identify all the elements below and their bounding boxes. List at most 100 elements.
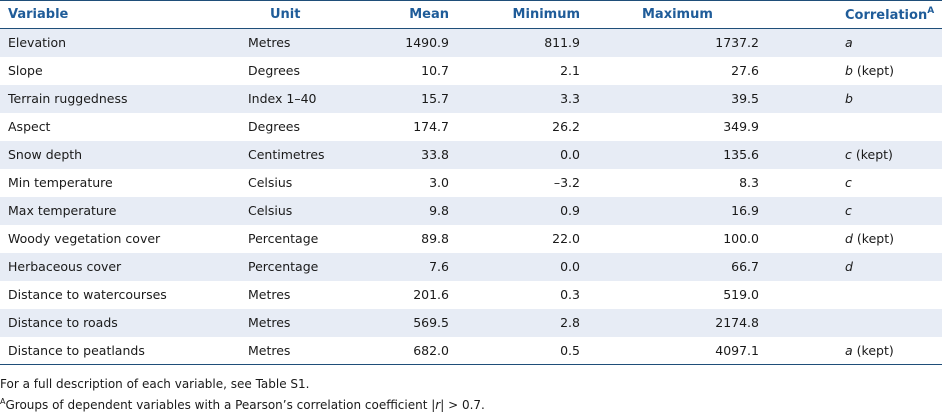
correlation-group-letter: b bbox=[845, 91, 853, 106]
table-row: Max temperature Celsius 9.8 0.9 16.9 c bbox=[0, 196, 942, 225]
table-row: Min temperature Celsius 3.0 –3.2 8.3 c bbox=[0, 168, 942, 197]
cell-minimum: 0.9 bbox=[560, 203, 580, 218]
cell-minimum: 26.2 bbox=[552, 119, 580, 134]
cell-variable: Snow depth bbox=[8, 147, 83, 162]
cell-variable: Elevation bbox=[8, 35, 67, 51]
cell-correlation: b bbox=[789, 85, 942, 113]
table-body: Elevation Metres 1490.9 811.9 1737.2 a Slope De… bbox=[0, 28, 942, 365]
cell-maximum: 4097.1 bbox=[715, 342, 759, 358]
cell-unit: Metres bbox=[248, 287, 291, 302]
table-header: Variable Unit Mean Minimum Maximum Corre… bbox=[0, 0, 942, 29]
correlation-kept-note: (kept) bbox=[852, 63, 894, 78]
cell-variable: Slope bbox=[8, 63, 43, 78]
cell-minimum: 22.0 bbox=[552, 231, 580, 246]
cell-variable: Herbaceous cover bbox=[8, 259, 122, 274]
cell-minimum: 2.8 bbox=[560, 315, 580, 330]
cell-unit: Metres bbox=[248, 342, 291, 358]
header-minimum: Minimum bbox=[512, 7, 580, 22]
cell-correlation: c bbox=[789, 169, 942, 197]
cell-maximum: 39.5 bbox=[731, 91, 759, 106]
cell-minimum: 0.0 bbox=[560, 259, 580, 274]
correlation-group-letter: b bbox=[845, 63, 853, 78]
correlation-group-letter: d bbox=[845, 231, 853, 246]
header-unit: Unit bbox=[270, 7, 301, 22]
footnote-correlation-mark: A bbox=[0, 397, 6, 406]
cell-unit: Centimetres bbox=[248, 147, 325, 162]
cell-variable: Distance to peatlands bbox=[8, 342, 145, 358]
table-row: Aspect Degrees 174.7 26.2 349.9 bbox=[0, 112, 942, 141]
table-row: Distance to roads Metres 569.5 2.8 2174.8 bbox=[0, 308, 942, 337]
cell-maximum: 27.6 bbox=[731, 63, 759, 78]
cell-maximum: 349.9 bbox=[723, 119, 759, 134]
cell-unit: Degrees bbox=[248, 119, 301, 134]
header-row: Variable Unit Mean Minimum Maximum Corre… bbox=[0, 0, 942, 29]
cell-correlation: a bbox=[789, 29, 942, 57]
footnote-correlation-text-after: | > 0.7. bbox=[440, 398, 485, 412]
table-row: Herbaceous cover Percentage 7.6 0.0 66.7 d bbox=[0, 252, 942, 281]
cell-correlation bbox=[789, 309, 942, 337]
cell-minimum: 0.5 bbox=[560, 342, 580, 358]
cell-mean: 9.8 bbox=[429, 203, 449, 218]
cell-unit: Metres bbox=[248, 35, 291, 51]
correlation-group-letter: c bbox=[845, 147, 852, 162]
cell-correlation: c (kept) bbox=[789, 141, 942, 169]
cell-mean: 10.7 bbox=[421, 63, 449, 78]
cell-correlation: c bbox=[789, 197, 942, 225]
cell-unit: Percentage bbox=[248, 231, 319, 246]
cell-mean: 89.8 bbox=[421, 231, 449, 246]
cell-variable: Terrain ruggedness bbox=[8, 91, 128, 106]
cell-maximum: 100.0 bbox=[723, 231, 759, 246]
cell-correlation bbox=[789, 281, 942, 309]
cell-minimum: –3.2 bbox=[553, 175, 580, 190]
cell-correlation: a (kept) bbox=[789, 337, 942, 365]
cell-unit: Degrees bbox=[248, 63, 301, 78]
cell-mean: 1490.9 bbox=[405, 35, 449, 51]
cell-unit: Celsius bbox=[248, 175, 293, 190]
cell-minimum: 3.3 bbox=[560, 91, 580, 106]
cell-mean: 682.0 bbox=[413, 342, 449, 358]
footnote-description: For a full description of each variable,… bbox=[0, 377, 310, 391]
cell-maximum: 66.7 bbox=[731, 259, 759, 274]
header-variable: Variable bbox=[8, 7, 69, 22]
cell-correlation bbox=[789, 113, 942, 141]
correlation-group-letter: c bbox=[845, 203, 852, 218]
cell-unit: Index 1–40 bbox=[248, 91, 317, 106]
cell-minimum: 0.3 bbox=[560, 287, 580, 302]
cell-maximum: 1737.2 bbox=[715, 35, 759, 51]
cell-variable: Distance to roads bbox=[8, 315, 118, 330]
header-correlation-label: Correlation bbox=[845, 8, 928, 23]
cell-variable: Distance to watercourses bbox=[8, 287, 167, 302]
cell-minimum: 2.1 bbox=[560, 63, 580, 78]
table-row: Terrain ruggedness Index 1–40 15.7 3.3 39.5 b bbox=[0, 84, 942, 113]
cell-minimum: 811.9 bbox=[544, 35, 580, 51]
table-row: Slope Degrees 10.7 2.1 27.6 b (kept) bbox=[0, 56, 942, 85]
cell-variable: Aspect bbox=[8, 119, 51, 134]
cell-correlation: d (kept) bbox=[789, 225, 942, 253]
cell-mean: 174.7 bbox=[413, 119, 449, 134]
header-correlation-mark: A bbox=[927, 6, 935, 16]
cell-mean: 201.6 bbox=[413, 287, 449, 302]
correlation-kept-note: (kept) bbox=[852, 342, 894, 358]
correlation-kept-note: (kept) bbox=[852, 231, 894, 246]
table-row: Distance to watercourses Metres 201.6 0.3 51… bbox=[0, 280, 942, 309]
correlation-group-letter: c bbox=[845, 175, 852, 190]
header-mean: Mean bbox=[409, 7, 449, 22]
cell-minimum: 0.0 bbox=[560, 147, 580, 162]
cell-maximum: 2174.8 bbox=[715, 315, 759, 330]
cell-unit: Metres bbox=[248, 315, 291, 330]
variables-table: Variable Unit Mean Minimum Maximum Corre… bbox=[0, 0, 942, 365]
table-row: Woody vegetation cover Percentage 89.8 22.0… bbox=[0, 224, 942, 253]
header-correlation: CorrelationA bbox=[789, 1, 942, 29]
cell-variable: Woody vegetation cover bbox=[8, 231, 161, 246]
cell-maximum: 519.0 bbox=[723, 287, 759, 302]
cell-correlation: d bbox=[789, 253, 942, 281]
correlation-kept-note: (kept) bbox=[851, 147, 893, 162]
cell-unit: Percentage bbox=[248, 259, 319, 274]
correlation-group-letter: d bbox=[845, 259, 853, 274]
cell-maximum: 16.9 bbox=[731, 203, 759, 218]
table-row: Elevation Metres 1490.9 811.9 1737.2 a bbox=[0, 28, 942, 57]
cell-mean: 569.5 bbox=[413, 315, 449, 330]
footnote-correlation-text-before: Groups of dependent variables with a Pea… bbox=[5, 398, 436, 412]
cell-mean: 15.7 bbox=[421, 91, 449, 106]
